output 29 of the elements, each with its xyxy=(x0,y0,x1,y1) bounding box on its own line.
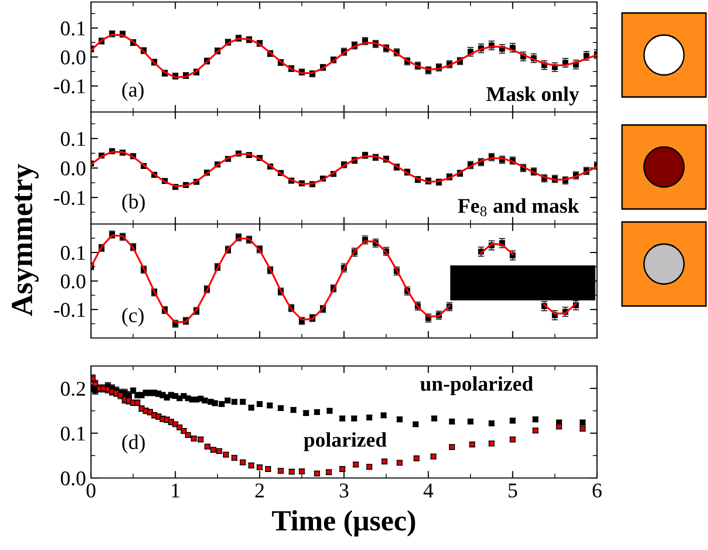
y-tick-label: 0.1 xyxy=(60,132,85,146)
x-tick-label: 2 xyxy=(255,484,264,498)
x-axis-title: Time (μsec) xyxy=(272,510,416,537)
annotation: Fe$_{8}$ and mask xyxy=(458,198,580,216)
x-tick-label: 4 xyxy=(424,484,434,498)
x-tick-label: 1 xyxy=(172,484,180,498)
annotation: polarized xyxy=(304,432,387,452)
y-tick-label: -0.1 xyxy=(54,79,85,94)
annotation: (d) xyxy=(122,434,145,454)
annotation: Mask only xyxy=(486,86,580,106)
y-tick-label: -0.1 xyxy=(54,302,85,318)
y-tick-label: 0.0 xyxy=(60,161,86,176)
y-tick-label: 0.0 xyxy=(60,50,86,65)
y-axis-title: Asymmetry xyxy=(12,164,39,316)
y-tick-label: 0.1 xyxy=(60,426,85,441)
y-tick-label: 0.0 xyxy=(60,274,86,289)
x-tick-label: 5 xyxy=(508,484,518,498)
y-tick-label: 0.1 xyxy=(60,21,85,36)
y-tick-label: -0.1 xyxy=(54,190,85,205)
annotation: (c) xyxy=(122,308,144,327)
x-tick-label: 6 xyxy=(592,484,602,498)
y-tick-label: 0.1 xyxy=(60,246,85,260)
y-tick-label: 0.0 xyxy=(60,471,86,486)
y-tick-label: 0.2 xyxy=(60,382,85,396)
x-tick-label: 3 xyxy=(340,484,348,498)
annotation: un-polarized xyxy=(420,376,534,396)
annotation: (b) xyxy=(122,194,145,213)
annotation: (a) xyxy=(122,82,144,101)
x-tick-label: 0 xyxy=(86,483,96,498)
